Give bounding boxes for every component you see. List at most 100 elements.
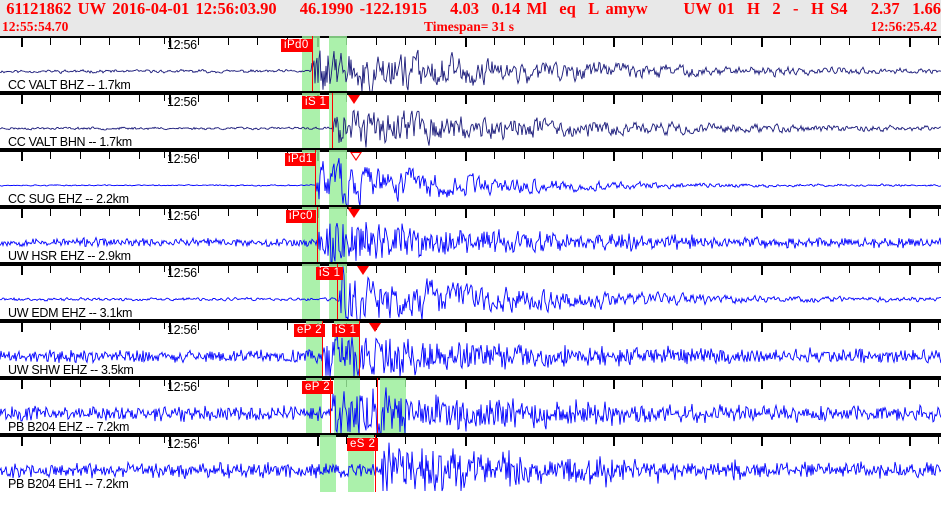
authoring-network: UW [683, 0, 712, 18]
axis-time-label: 12:56 [164, 150, 197, 166]
phase-pick-line[interactable] [332, 93, 333, 150]
trace-row[interactable]: 12:56 eS 2 PB B204 EH1 -- 7.2km [0, 435, 941, 492]
phase-pick-label[interactable]: iPd0 [281, 39, 312, 52]
phase-pick-line[interactable] [377, 378, 378, 435]
axis-tick [642, 207, 643, 216]
axis-label-tick [164, 93, 165, 101]
axis-tick [731, 150, 732, 159]
axis-tick [80, 207, 81, 216]
channel-label: CC SUG EHZ -- 2.2km [8, 192, 129, 206]
phase-pick-line[interactable] [312, 36, 313, 93]
axis-tick [672, 321, 673, 330]
phase-pick-line[interactable] [359, 321, 360, 378]
axis-tick [257, 435, 258, 444]
event-depth: 4.03 [450, 0, 480, 18]
phase-pick-line[interactable] [375, 435, 376, 492]
phase-pick-label[interactable]: eS 2 [347, 438, 379, 451]
phase-pick-label[interactable]: iS 1 [302, 96, 330, 109]
axis-tick [849, 435, 850, 444]
axis-tick [909, 150, 911, 161]
event-longitude: -122.1915 [359, 0, 427, 18]
axis-tick [465, 150, 467, 161]
axis-tick [790, 321, 791, 330]
axis-tick [257, 207, 258, 216]
axis-tick [820, 93, 821, 102]
phase-pick-label[interactable]: iS 1 [332, 324, 360, 337]
axis-tick [731, 207, 732, 216]
axis-time-text: 12:56 [167, 209, 197, 223]
axis-tick [139, 93, 140, 102]
axis-tick [790, 150, 791, 159]
trace-row[interactable]: 12:56 eP 2 PB B204 EHZ -- 7.2km [0, 378, 941, 435]
axis-tick [109, 150, 110, 159]
axis-tick [21, 36, 23, 47]
trace-row[interactable]: 12:56 iPd0 CC VALT BHZ -- 1.7km [0, 36, 941, 93]
axis-tick [909, 93, 911, 104]
time-axis-line [0, 264, 941, 266]
phase-pick-line[interactable] [330, 378, 331, 435]
axis-tick [50, 36, 51, 45]
waveform [0, 266, 941, 321]
trace-row[interactable]: 12:56 iS 1 CC VALT BHN -- 1.7km [0, 93, 941, 150]
trace-row[interactable]: 12:56 eP 2 iS 1 UW SHW EHZ -- 3.5km [0, 321, 941, 378]
axis-tick [139, 435, 140, 444]
axis-tick [761, 321, 763, 332]
axis-tick [435, 264, 436, 273]
phase-pick-line[interactable] [337, 264, 338, 321]
trace-panel[interactable]: 12:56 iPd0 CC VALT BHZ -- 1.7km 12:56 iS 1 CC… [0, 36, 941, 520]
axis-tick [820, 321, 821, 330]
phase-pick-label[interactable]: iS 1 [316, 267, 344, 280]
axis-tick [701, 150, 702, 159]
axis-tick [879, 36, 880, 45]
axis-tick [849, 207, 850, 216]
axis-tick [879, 93, 880, 102]
axis-tick [257, 378, 258, 387]
trace-separator [0, 433, 941, 435]
axis-tick [790, 378, 791, 387]
trace-row[interactable]: 12:56 iPd1 CC SUG EHZ -- 2.2km [0, 150, 941, 207]
axis-tick [820, 150, 821, 159]
axis-tick [731, 378, 732, 387]
h-flag-1: H [746, 0, 760, 18]
phase-pick-line[interactable] [317, 207, 318, 264]
phase-pick-line[interactable] [315, 150, 316, 207]
axis-tick [672, 264, 673, 273]
event-magnitude: 0.14 [491, 0, 521, 18]
axis-tick [435, 435, 436, 444]
axis-tick [731, 93, 732, 102]
axis-tick [583, 435, 584, 444]
channel-label: UW EDM EHZ -- 3.1km [8, 306, 133, 320]
phase-pick-label[interactable]: eP 2 [302, 381, 334, 394]
axis-tick [879, 207, 880, 216]
axis-tick [820, 435, 821, 444]
axis-tick [494, 435, 495, 444]
axis-time-label: 12:56 [164, 321, 197, 337]
axis-tick [139, 150, 140, 159]
axis-tick [494, 150, 495, 159]
axis-tick [435, 378, 436, 387]
axis-tick [228, 150, 229, 159]
axis-tick [405, 435, 406, 444]
trace-row[interactable]: 12:56 iS 1 UW EDM EHZ -- 3.1km [0, 264, 941, 321]
axis-tick [80, 150, 81, 159]
axis-time-text: 12:56 [167, 152, 197, 166]
trace-row[interactable]: 12:56 iPc0 UW HSR EHZ -- 2.9km [0, 207, 941, 264]
axis-tick [672, 435, 673, 444]
axis-tick [346, 435, 347, 444]
phase-pick-label[interactable]: iPc0 [286, 210, 316, 223]
axis-tick [524, 207, 525, 216]
rms-value-2: 1.66 [912, 0, 941, 18]
waveform [0, 158, 941, 207]
phase-pick-label[interactable]: iPd1 [285, 153, 316, 166]
waveform [0, 222, 941, 264]
phase-pick-label[interactable]: eP 2 [294, 324, 326, 337]
axis-tick [672, 378, 673, 387]
axis-tick [287, 93, 288, 102]
axis-tick [80, 93, 81, 102]
axis-tick [909, 378, 911, 389]
axis-tick [405, 207, 406, 216]
axis-tick [731, 264, 732, 273]
phase-pick-line[interactable] [322, 321, 323, 378]
axis-tick [465, 207, 467, 218]
axis-tick [50, 93, 51, 102]
